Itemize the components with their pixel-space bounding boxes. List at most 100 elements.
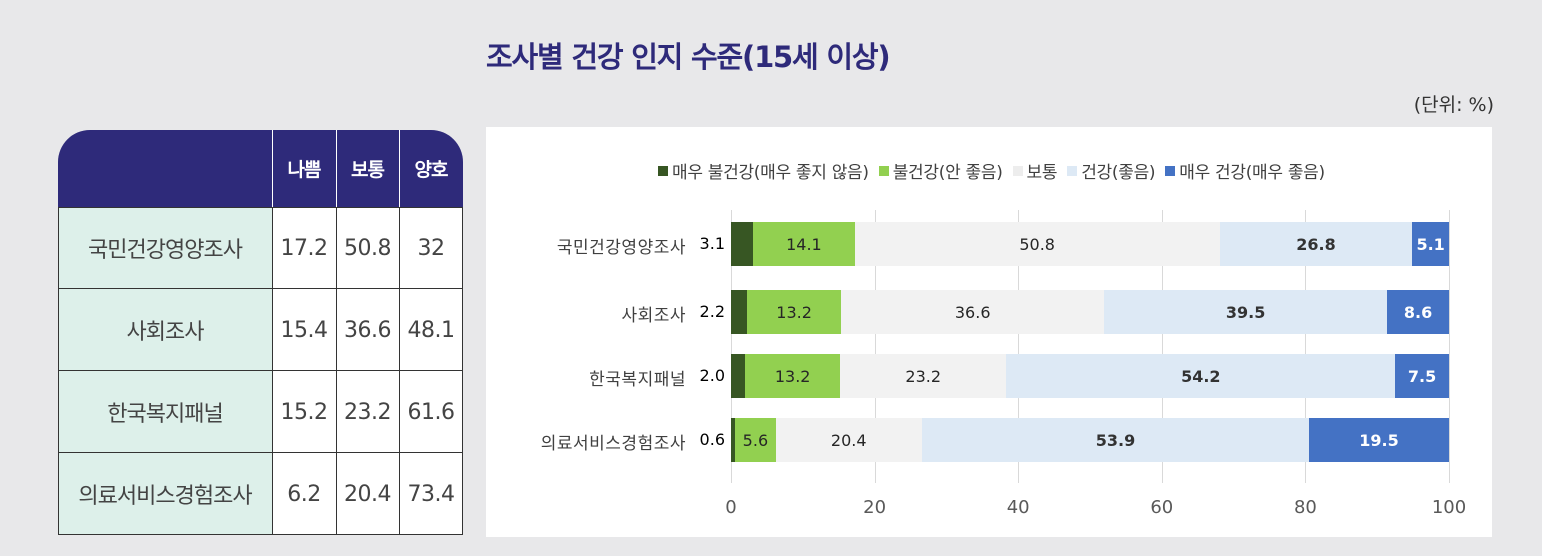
legend-label: 불건강(안 좋음) <box>892 163 1003 183</box>
bar-value-label: 5.6 <box>742 430 769 450</box>
x-tick-label: 40 <box>1006 497 1030 518</box>
legend-swatch-icon <box>1067 165 1078 176</box>
gridline <box>1018 210 1020 483</box>
header-divider <box>272 130 273 207</box>
bar-segment: 19.5 <box>1308 418 1449 462</box>
table-row-label: 사회조사 <box>58 289 272 371</box>
table-cell-normal: 50.8 <box>336 207 399 289</box>
table-cell-bad: 15.2 <box>272 371 336 453</box>
bar-value-label: 14.1 <box>786 234 822 254</box>
table-header-bg <box>58 130 463 207</box>
x-tick-label: 100 <box>1431 497 1467 518</box>
table-cell-good: 73.4 <box>399 453 463 535</box>
bar-row: 13.2 36.6 39.5 8.6 <box>731 290 1449 334</box>
bar-value-label: 8.6 <box>1403 302 1433 322</box>
table-cell-good: 61.6 <box>399 371 463 453</box>
bar-segment: 39.5 <box>1103 290 1388 334</box>
data-label-very-bad: 2.0 <box>699 366 725 385</box>
bar-segment <box>731 418 736 462</box>
table-header-3: 양호 <box>414 159 449 181</box>
data-label-very-bad: 0.6 <box>699 430 725 449</box>
chart-legend: 매우 불건강(매우 좋지 않음) 불건강(안 좋음) 보통 건강(좋음) 매우 건강(매… <box>658 158 1325 183</box>
bar-segment: 23.2 <box>840 354 1007 398</box>
bar-segment: 13.2 <box>746 290 842 334</box>
row-divider <box>58 288 463 289</box>
bar-value-label: 36.6 <box>954 302 991 322</box>
bar-segment: 8.6 <box>1387 290 1449 334</box>
x-tick-label: 80 <box>1293 497 1317 518</box>
bar-value-label: 50.8 <box>1019 234 1055 254</box>
gridline <box>1449 210 1450 483</box>
bar-value-label: 13.2 <box>776 302 812 322</box>
data-label-very-bad: 2.2 <box>699 302 725 321</box>
bar-row: 14.1 50.8 26.8 5.1 <box>731 222 1449 266</box>
bar-segment: 54.2 <box>1006 354 1396 398</box>
x-tick-label: 60 <box>1150 497 1174 518</box>
bar-value-label: 20.4 <box>830 430 867 450</box>
table-cell-bad: 6.2 <box>272 453 336 535</box>
legend-item: 매우 불건강(매우 좋지 않음) <box>658 158 869 183</box>
header-divider <box>399 130 400 207</box>
legend-item: 보통 <box>1012 158 1058 183</box>
bar-segment: 7.5 <box>1395 354 1449 398</box>
column-divider <box>399 207 400 535</box>
legend-swatch-icon <box>1012 165 1023 176</box>
table-cell-good: 32 <box>399 207 463 289</box>
header-divider <box>336 130 337 207</box>
legend-swatch-icon <box>878 165 889 176</box>
bar-segment: 13.2 <box>745 354 841 398</box>
bar-segment: 5.6 <box>735 418 776 462</box>
legend-label: 매우 건강(매우 좋음) <box>1179 163 1325 183</box>
bar-segment: 5.1 <box>1412 222 1449 266</box>
legend-item: 건강(좋음) <box>1067 158 1156 183</box>
column-divider <box>462 207 463 535</box>
bar-value-label: 39.5 <box>1225 302 1266 322</box>
bar-segment: 36.6 <box>841 290 1104 334</box>
table-row-label: 국민건강영양조사 <box>58 207 272 289</box>
x-tick-label: 0 <box>725 497 737 518</box>
gridline <box>874 210 876 483</box>
bar-value-label: 7.5 <box>1407 366 1437 386</box>
bar-segment <box>731 290 747 334</box>
page-title: 조사별 건강 인지 수준(15세 이상) <box>486 40 891 74</box>
bar-value-label: 13.2 <box>774 366 811 386</box>
legend-swatch-icon <box>1165 165 1176 176</box>
bar-value-label: 5.1 <box>1416 234 1445 254</box>
category-label: 의료서비스경험조사 <box>540 434 686 454</box>
bar-segment: 50.8 <box>854 222 1220 266</box>
gridline <box>1305 210 1307 483</box>
column-divider <box>336 207 337 535</box>
legend-swatch-icon <box>658 165 668 176</box>
bar-value-label: 19.5 <box>1359 430 1399 450</box>
legend-label: 건강(좋음) <box>1081 163 1156 183</box>
bar-value-label: 23.2 <box>905 366 942 386</box>
gridline <box>1161 210 1163 483</box>
table-cell-normal: 23.2 <box>336 371 399 453</box>
category-label: 사회조사 <box>621 306 686 326</box>
table-header-1: 나쁨 <box>287 159 322 181</box>
table-cell-good: 48.1 <box>399 289 463 371</box>
bar-segment: 26.8 <box>1219 222 1413 266</box>
row-divider <box>58 370 463 371</box>
bar-row: 5.6 20.4 53.9 19.5 <box>731 418 1449 462</box>
unit-label: (단위: %) <box>1413 94 1494 116</box>
bar-value-label: 54.2 <box>1181 366 1221 386</box>
row-divider <box>58 534 463 535</box>
bar-row: 13.2 23.2 54.2 7.5 <box>731 354 1449 398</box>
x-tick-label: 20 <box>863 497 887 518</box>
data-label-very-bad: 3.1 <box>699 234 725 253</box>
table-cell-normal: 20.4 <box>336 453 399 535</box>
category-label: 국민건강영양조사 <box>556 238 686 258</box>
bar-segment <box>731 354 746 398</box>
table-cell-bad: 15.4 <box>272 289 336 371</box>
table-cell-normal: 36.6 <box>336 289 399 371</box>
bar-value-label: 53.9 <box>1095 430 1136 450</box>
row-divider <box>58 452 463 453</box>
row-divider <box>58 207 463 208</box>
column-divider <box>58 207 59 535</box>
legend-label: 매우 불건강(매우 좋지 않음) <box>672 163 869 183</box>
legend-item: 불건강(안 좋음) <box>878 158 1003 183</box>
bar-segment: 20.4 <box>775 418 922 462</box>
table-cell-bad: 17.2 <box>272 207 336 289</box>
table-row-label: 한국복지패널 <box>58 371 272 453</box>
